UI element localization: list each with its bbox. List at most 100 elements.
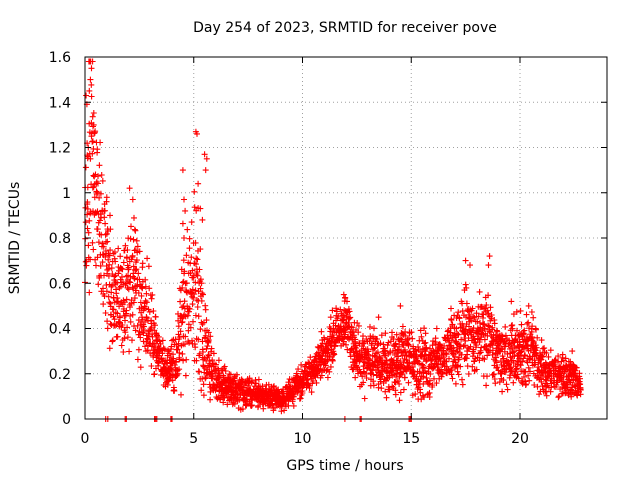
- data-point: [361, 363, 367, 369]
- data-point: [200, 381, 207, 388]
- data-point: [142, 305, 149, 312]
- data-point: [106, 299, 113, 306]
- data-point: [517, 349, 524, 356]
- data-point: [290, 402, 297, 409]
- data-point: [421, 325, 428, 332]
- data-point: [165, 378, 172, 385]
- data-point: [91, 194, 98, 201]
- data-point: [342, 295, 349, 302]
- data-point: [102, 231, 109, 238]
- data-point: [106, 252, 113, 259]
- data-point: [128, 223, 134, 230]
- data-point: [134, 322, 141, 329]
- data-point: [521, 327, 528, 334]
- data-point: [143, 290, 150, 297]
- data-point: [319, 340, 326, 347]
- data-point: [100, 243, 107, 250]
- data-point: [448, 337, 455, 344]
- data-point: [197, 276, 204, 283]
- data-point: [194, 256, 201, 263]
- data-point: [164, 347, 171, 354]
- data-point: [130, 299, 137, 306]
- data-point: [102, 310, 109, 316]
- x-tick-label: 10: [294, 431, 312, 447]
- data-point: [153, 337, 160, 344]
- data-point: [456, 315, 463, 322]
- data-point: [481, 356, 488, 363]
- data-point: [192, 312, 199, 319]
- data-point: [113, 290, 120, 297]
- data-point: [397, 358, 404, 365]
- data-point: [487, 304, 494, 311]
- data-point: [462, 326, 469, 333]
- data-point: [367, 323, 373, 330]
- data-point: [455, 356, 462, 363]
- data-point: [110, 306, 117, 313]
- data-point: [97, 262, 104, 269]
- data-point: [361, 339, 368, 346]
- data-point: [90, 246, 97, 253]
- data-point: [531, 382, 538, 388]
- data-point: [483, 382, 490, 389]
- data-point: [473, 342, 480, 349]
- data-point: [89, 113, 96, 120]
- data-point: [521, 346, 527, 353]
- data-point: [530, 314, 537, 321]
- data-point: [458, 351, 465, 358]
- data-point: [576, 370, 583, 377]
- data-point: [171, 387, 178, 394]
- data-point: [458, 336, 465, 343]
- data-point: [510, 379, 517, 386]
- data-point: [118, 342, 125, 349]
- data-point: [494, 328, 501, 335]
- data-point: [176, 334, 183, 341]
- data-point: [370, 378, 377, 385]
- data-point: [193, 255, 200, 262]
- data-point: [285, 402, 292, 409]
- data-point: [140, 323, 147, 330]
- data-point: [514, 371, 521, 378]
- data-point: [518, 321, 525, 328]
- data-point: [103, 194, 110, 201]
- data-point: [115, 245, 122, 252]
- data-point: [486, 253, 493, 260]
- data-point: [195, 336, 202, 343]
- data-point: [118, 265, 125, 272]
- data-point: [181, 298, 188, 305]
- data-point: [131, 275, 138, 282]
- data-point: [527, 368, 533, 375]
- data-point: [523, 311, 530, 318]
- data-point: [453, 325, 460, 332]
- data-point: [340, 338, 347, 345]
- data-point: [514, 327, 520, 334]
- data-point: [89, 138, 96, 145]
- data-point: [574, 392, 581, 399]
- data-point: [363, 371, 369, 377]
- data-point: [119, 273, 125, 280]
- data-point: [401, 374, 408, 381]
- data-point: [332, 340, 339, 346]
- data-point: [86, 217, 93, 224]
- data-point: [494, 364, 501, 371]
- data-point: [454, 344, 460, 351]
- data-point: [132, 267, 139, 274]
- data-point: [179, 304, 186, 311]
- data-points: [82, 58, 584, 422]
- data-point: [127, 235, 134, 242]
- data-point: [415, 343, 421, 350]
- data-point: [438, 373, 445, 380]
- data-point: [102, 253, 109, 260]
- data-point: [105, 256, 112, 263]
- data-point: [371, 325, 377, 332]
- data-point: [462, 337, 469, 344]
- data-point: [471, 314, 478, 321]
- data-point: [92, 128, 99, 135]
- data-point: [533, 344, 540, 351]
- data-point: [538, 356, 545, 363]
- data-point: [491, 320, 498, 327]
- data-point: [448, 367, 455, 374]
- data-point: [227, 371, 234, 378]
- data-point: [475, 313, 482, 320]
- data-point: [496, 379, 503, 386]
